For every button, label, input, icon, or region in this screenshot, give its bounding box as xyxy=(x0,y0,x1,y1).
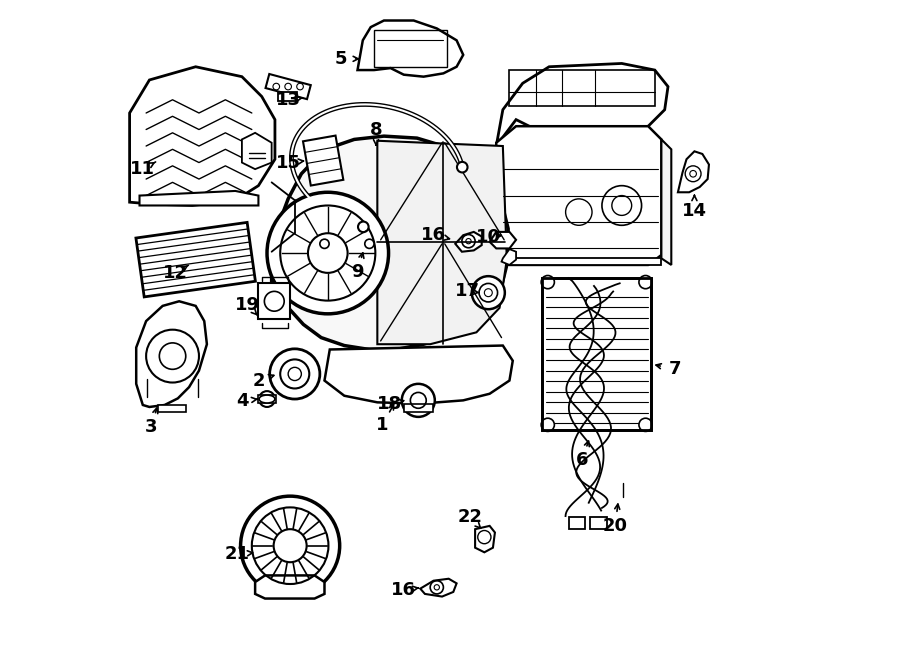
Polygon shape xyxy=(455,232,482,252)
Polygon shape xyxy=(420,579,456,596)
Circle shape xyxy=(541,275,554,289)
Polygon shape xyxy=(496,126,662,265)
Text: 22: 22 xyxy=(457,508,482,526)
Circle shape xyxy=(401,384,435,417)
Circle shape xyxy=(358,222,369,232)
Circle shape xyxy=(541,418,554,432)
Text: 4: 4 xyxy=(237,392,248,410)
Polygon shape xyxy=(496,64,668,146)
Bar xyxy=(543,278,652,430)
Bar xyxy=(509,70,655,107)
Text: 7: 7 xyxy=(669,360,681,378)
Polygon shape xyxy=(475,526,495,552)
Text: 8: 8 xyxy=(370,120,382,138)
Text: 13: 13 xyxy=(275,91,301,109)
Bar xyxy=(258,283,290,319)
Text: 21: 21 xyxy=(225,545,250,563)
Text: 15: 15 xyxy=(275,154,301,171)
Text: 18: 18 xyxy=(377,395,401,412)
Text: 1: 1 xyxy=(376,416,389,434)
Circle shape xyxy=(639,275,652,289)
Polygon shape xyxy=(501,249,516,265)
Polygon shape xyxy=(278,92,297,101)
Text: 3: 3 xyxy=(145,418,158,436)
Polygon shape xyxy=(136,301,207,407)
Circle shape xyxy=(274,529,307,562)
Polygon shape xyxy=(130,67,274,205)
Bar xyxy=(543,278,652,430)
Bar xyxy=(374,30,446,67)
Text: 2: 2 xyxy=(252,371,265,389)
Polygon shape xyxy=(662,140,671,265)
Text: 20: 20 xyxy=(603,517,627,535)
Text: 9: 9 xyxy=(351,263,364,281)
Text: 11: 11 xyxy=(130,160,156,178)
Polygon shape xyxy=(140,191,258,205)
Text: 6: 6 xyxy=(576,451,589,469)
Bar xyxy=(569,517,585,529)
Circle shape xyxy=(364,239,374,248)
Circle shape xyxy=(265,291,284,311)
Circle shape xyxy=(240,496,339,595)
Polygon shape xyxy=(404,404,434,412)
Polygon shape xyxy=(272,136,508,350)
Polygon shape xyxy=(303,136,343,185)
Circle shape xyxy=(267,192,389,314)
Bar xyxy=(258,395,275,403)
Text: 16: 16 xyxy=(421,226,446,244)
Polygon shape xyxy=(158,405,185,412)
Circle shape xyxy=(457,162,467,173)
Polygon shape xyxy=(266,74,310,99)
Polygon shape xyxy=(325,346,513,404)
Polygon shape xyxy=(377,141,507,344)
Text: 5: 5 xyxy=(335,50,347,68)
Bar xyxy=(590,517,607,529)
Circle shape xyxy=(320,239,329,248)
Polygon shape xyxy=(255,575,325,598)
Circle shape xyxy=(472,276,505,309)
Text: 10: 10 xyxy=(476,228,500,246)
Text: 19: 19 xyxy=(235,295,260,314)
Polygon shape xyxy=(357,21,464,77)
Ellipse shape xyxy=(259,395,274,403)
Polygon shape xyxy=(490,232,516,248)
Circle shape xyxy=(270,349,320,399)
Polygon shape xyxy=(242,133,272,169)
Polygon shape xyxy=(678,152,709,192)
Polygon shape xyxy=(136,222,256,297)
Text: 14: 14 xyxy=(682,202,707,220)
Text: 17: 17 xyxy=(454,283,480,301)
Circle shape xyxy=(308,233,347,273)
Text: 16: 16 xyxy=(392,581,417,599)
Circle shape xyxy=(259,391,274,407)
Polygon shape xyxy=(506,258,662,265)
Text: 12: 12 xyxy=(163,264,188,282)
Circle shape xyxy=(280,359,310,389)
Circle shape xyxy=(639,418,652,432)
